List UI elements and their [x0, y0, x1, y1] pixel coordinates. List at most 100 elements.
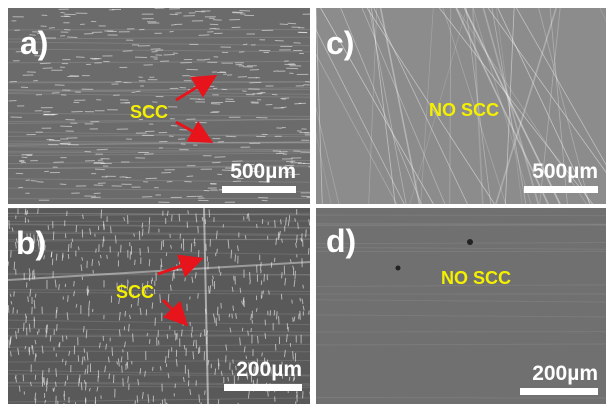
texture	[66, 361, 67, 366]
panel-label: b)	[16, 225, 46, 261]
texture	[125, 311, 126, 316]
texture	[87, 289, 88, 296]
texture	[171, 215, 172, 221]
panel-b: b) SCC 200µm	[8, 205, 311, 406]
texture	[160, 294, 161, 303]
texture	[179, 214, 180, 221]
texture	[316, 215, 606, 216]
texture	[295, 218, 296, 221]
texture	[185, 278, 186, 282]
panel-a: a) SCC 500µm	[8, 8, 318, 204]
texture	[19, 386, 20, 392]
texture	[64, 394, 65, 400]
texture	[231, 250, 232, 259]
texture	[51, 251, 52, 257]
panel-label: a)	[20, 25, 48, 61]
texture	[233, 359, 234, 363]
page: a) SCC 500µm c) NO SCC 500µm b) SCC 200µ…	[0, 0, 608, 406]
texture	[199, 395, 200, 403]
texture	[135, 260, 136, 265]
texture	[147, 333, 148, 336]
texture	[68, 295, 69, 301]
pit	[467, 239, 473, 245]
panel-label: c)	[326, 25, 354, 61]
scale-bar	[222, 186, 296, 193]
texture	[217, 307, 218, 316]
texture	[235, 254, 236, 261]
texture	[265, 333, 266, 339]
scale-bar	[520, 388, 598, 395]
texture	[250, 272, 251, 281]
texture	[204, 329, 205, 336]
texture	[198, 293, 199, 298]
texture	[245, 235, 246, 239]
texture	[274, 310, 275, 316]
texture	[28, 296, 29, 301]
texture	[275, 220, 276, 227]
texture	[209, 286, 210, 294]
texture	[205, 390, 206, 394]
texture	[24, 323, 25, 332]
texture	[269, 290, 270, 294]
texture	[152, 302, 153, 308]
texture	[142, 223, 143, 229]
texture	[188, 210, 189, 214]
texture	[264, 274, 265, 282]
panel-d: d) NO SCC 200µm	[316, 208, 606, 404]
texture	[290, 259, 291, 262]
texture	[85, 382, 86, 390]
texture	[268, 391, 269, 397]
texture	[257, 224, 258, 228]
texture	[127, 362, 128, 368]
texture	[310, 392, 311, 396]
texture	[251, 328, 252, 332]
texture	[103, 221, 104, 230]
scale-bar-label: 500µm	[532, 160, 598, 183]
texture	[300, 298, 301, 302]
texture	[8, 305, 9, 313]
texture	[233, 306, 234, 311]
panel-label: d)	[326, 223, 356, 259]
texture	[55, 382, 56, 387]
texture	[37, 331, 38, 334]
texture	[191, 333, 192, 338]
texture	[165, 399, 166, 406]
texture	[96, 249, 97, 253]
texture	[202, 217, 203, 221]
texture	[148, 247, 149, 253]
figure: a) SCC 500µm c) NO SCC 500µm b) SCC 200µ…	[0, 0, 608, 406]
texture	[167, 334, 168, 339]
texture	[176, 334, 177, 341]
texture	[276, 311, 277, 319]
scale-bar	[224, 384, 302, 391]
texture	[26, 211, 27, 215]
texture	[110, 226, 111, 233]
texture	[100, 255, 101, 258]
texture	[168, 294, 169, 302]
texture	[133, 333, 134, 342]
texture	[220, 272, 221, 276]
texture	[38, 209, 39, 214]
texture	[201, 402, 202, 406]
texture	[86, 330, 87, 338]
texture	[109, 373, 110, 379]
texture	[8, 205, 310, 209]
texture	[129, 324, 130, 332]
texture	[11, 250, 12, 257]
texture	[87, 365, 88, 374]
scale-bar-label: 500µm	[230, 160, 296, 183]
texture	[112, 347, 113, 356]
texture	[50, 335, 51, 341]
texture	[308, 248, 309, 254]
texture	[228, 377, 229, 381]
texture	[282, 272, 283, 278]
texture	[128, 376, 129, 382]
annotation: SCC	[130, 102, 168, 122]
texture	[56, 254, 57, 261]
texture	[68, 244, 69, 252]
texture	[250, 280, 251, 284]
texture	[295, 271, 296, 280]
scale-bar-label: 200µm	[532, 362, 598, 385]
texture	[56, 368, 57, 376]
texture	[306, 229, 307, 237]
